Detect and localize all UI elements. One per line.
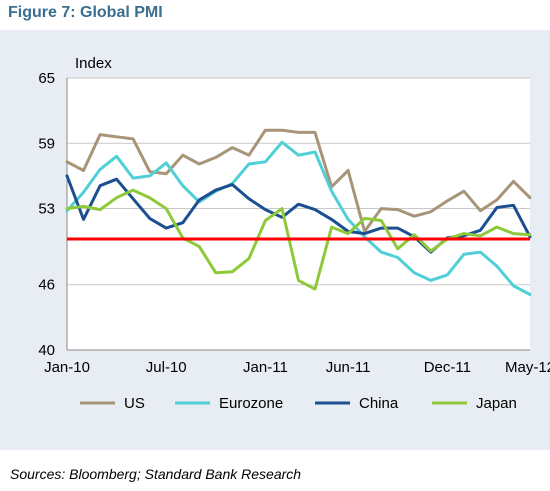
x-tick-label: Dec-11 — [424, 359, 471, 376]
legend-label-japan: Japan — [476, 395, 517, 412]
x-tick-label: Jun-11 — [326, 359, 371, 376]
y-tick-label: 46 — [38, 277, 55, 294]
x-tick-label: Jan-11 — [243, 359, 288, 376]
y-tick-label: 40 — [38, 342, 55, 359]
x-tick-label: Jul-10 — [146, 359, 187, 376]
legend-label-china: China — [359, 395, 399, 412]
y-axis-label: Index — [75, 55, 112, 72]
x-tick-label: Jan-10 — [44, 359, 90, 376]
series-line-japan — [65, 188, 532, 291]
series-line-eurozone — [65, 140, 532, 296]
y-tick-label: 53 — [38, 201, 55, 218]
source-note: Sources: Bloomberg; Standard Bank Resear… — [10, 466, 302, 482]
legend-label-us: US — [124, 395, 145, 412]
series-line-us — [65, 128, 532, 233]
plot-area — [67, 78, 530, 350]
x-tick-label: May-12 — [505, 359, 550, 376]
figure-title: Figure 7: Global PMI — [8, 4, 163, 21]
chart-panel: 40 46 53 59 65 Index Jan-10 Jul-10 Jan-11 Jun-11 D… — [0, 30, 550, 450]
line-chart: 40 46 53 59 65 Index Jan-10 Jul-10 Jan-11 Jun-11 D… — [38, 55, 550, 412]
y-tick-label: 59 — [38, 135, 55, 152]
y-tick-label: 65 — [38, 70, 55, 87]
legend-label-eurozone: Eurozone — [219, 395, 283, 412]
